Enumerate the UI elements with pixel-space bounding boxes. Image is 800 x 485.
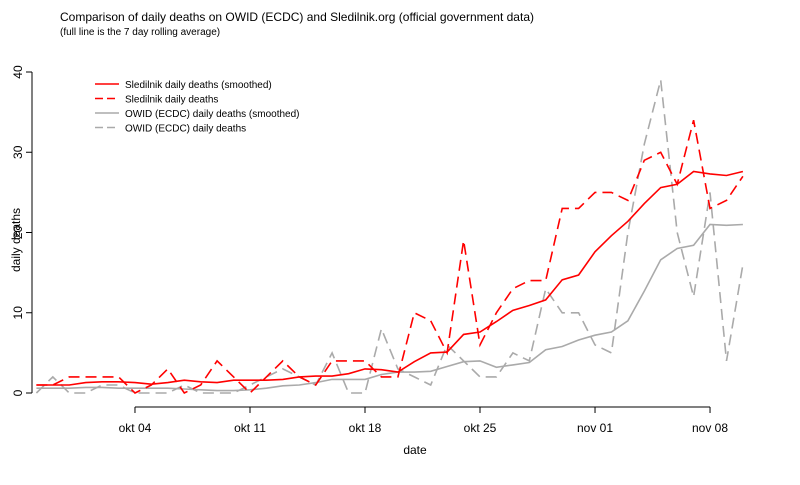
- y-tick-label: 40: [11, 65, 25, 79]
- x-tick-label: nov 01: [577, 421, 613, 435]
- x-tick-label: okt 04: [119, 421, 152, 435]
- y-tick-label: 20: [11, 226, 25, 240]
- x-tick-label: okt 18: [349, 421, 382, 435]
- legend-label: Sledilnik daily deaths: [125, 95, 218, 106]
- x-axis-label: date: [403, 443, 427, 457]
- legend-label: Sledilnik daily deaths (smoothed): [125, 80, 272, 91]
- y-tick-label: 30: [11, 145, 25, 159]
- legend-label: OWID (ECDC) daily deaths (smoothed): [125, 109, 300, 120]
- x-tick-label: nov 08: [692, 421, 728, 435]
- series-line: [36, 170, 744, 386]
- legend-label: OWID (ECDC) daily deaths: [125, 124, 246, 135]
- x-tick-label: okt 25: [464, 421, 497, 435]
- y-tick-label: 10: [11, 306, 25, 320]
- series-line: [36, 223, 743, 392]
- chart-subtitle: (full line is the 7 day rolling average): [60, 27, 220, 38]
- y-tick-label: 0: [11, 389, 25, 396]
- chart-title: Comparison of daily deaths on OWID (ECDC…: [60, 10, 534, 24]
- y-axis-label: daily deaths: [9, 208, 23, 272]
- x-tick-label: okt 11: [234, 421, 266, 435]
- series-line: [36, 120, 744, 395]
- series-line: [35, 79, 744, 394]
